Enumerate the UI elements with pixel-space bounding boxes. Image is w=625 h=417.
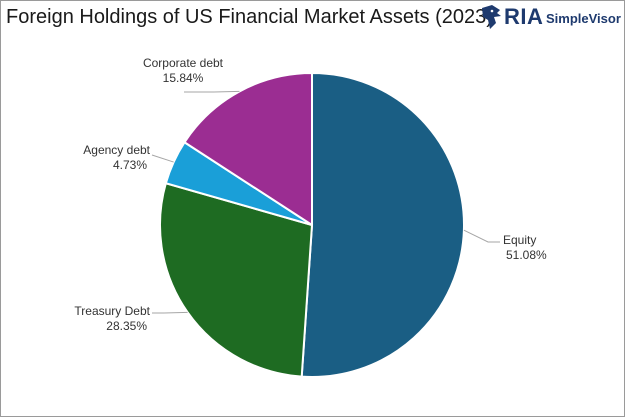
leader-line-treasury-debt xyxy=(152,311,188,314)
data-label-name-corporate-debt: Corporate debt xyxy=(143,56,224,70)
pie-slice-treasury-debt xyxy=(159,181,314,378)
brand-simplevisor-text: SimpleVisor xyxy=(546,11,621,26)
pie-slice-corporate-debt xyxy=(183,71,313,227)
leader-line-agency-debt xyxy=(151,154,174,163)
data-label-value-corporate-debt: 15.84% xyxy=(163,71,204,85)
leader-line-equity xyxy=(463,229,500,243)
pie-slice-equity xyxy=(300,71,465,378)
data-label-value-equity: 51.08% xyxy=(506,248,547,262)
eagle-head-icon xyxy=(482,5,501,29)
data-label-name-equity: Equity xyxy=(503,233,536,247)
leader-line-corporate-debt xyxy=(184,90,240,93)
brand-logo: RIA SimpleVisor xyxy=(480,4,621,32)
data-label-name-agency-debt: Agency debt xyxy=(83,143,150,157)
data-label-value-agency-debt: 4.73% xyxy=(113,158,147,172)
brand-ria-text: RIA xyxy=(504,4,544,29)
data-label-name-treasury-debt: Treasury Debt xyxy=(74,304,150,318)
chart-title: Foreign Holdings of US Financial Market … xyxy=(6,6,493,28)
data-label-value-treasury-debt: 28.35% xyxy=(106,319,147,333)
